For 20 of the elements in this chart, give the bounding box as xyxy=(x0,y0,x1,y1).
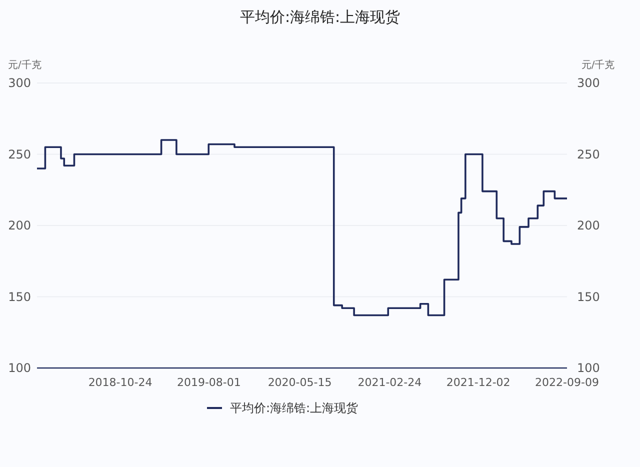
x-tick-label: 2018-10-24 xyxy=(88,376,152,389)
x-tick-label: 2022-09-09 xyxy=(535,376,599,389)
x-tick-label: 2019-08-01 xyxy=(176,376,241,389)
y-tick-label: 150 xyxy=(8,290,31,304)
y-tick-label: 250 xyxy=(8,147,31,162)
x-tick-label: 2021-12-02 xyxy=(446,376,510,389)
y2-axis-title: 元/千克 xyxy=(581,59,615,71)
x-tick-label: 2020-05-15 xyxy=(268,376,332,389)
y-tick-label: 100 xyxy=(8,361,31,375)
y2-tick-label: 100 xyxy=(577,361,600,375)
x-tick-label: 2021-02-24 xyxy=(358,376,422,389)
y2-tick-label: 150 xyxy=(577,290,600,304)
y-tick-label: 200 xyxy=(8,218,31,232)
chart-title: 平均价:海绵锆:上海现货 xyxy=(240,8,400,26)
y-axis-title: 元/千克 xyxy=(8,59,42,71)
y2-tick-label: 250 xyxy=(577,147,600,162)
y2-tick-label: 300 xyxy=(577,76,600,90)
y2-tick-label: 200 xyxy=(577,218,600,232)
legend-label: 平均价:海绵锆:上海现货 xyxy=(230,401,358,415)
y-tick-label: 300 xyxy=(8,76,31,90)
